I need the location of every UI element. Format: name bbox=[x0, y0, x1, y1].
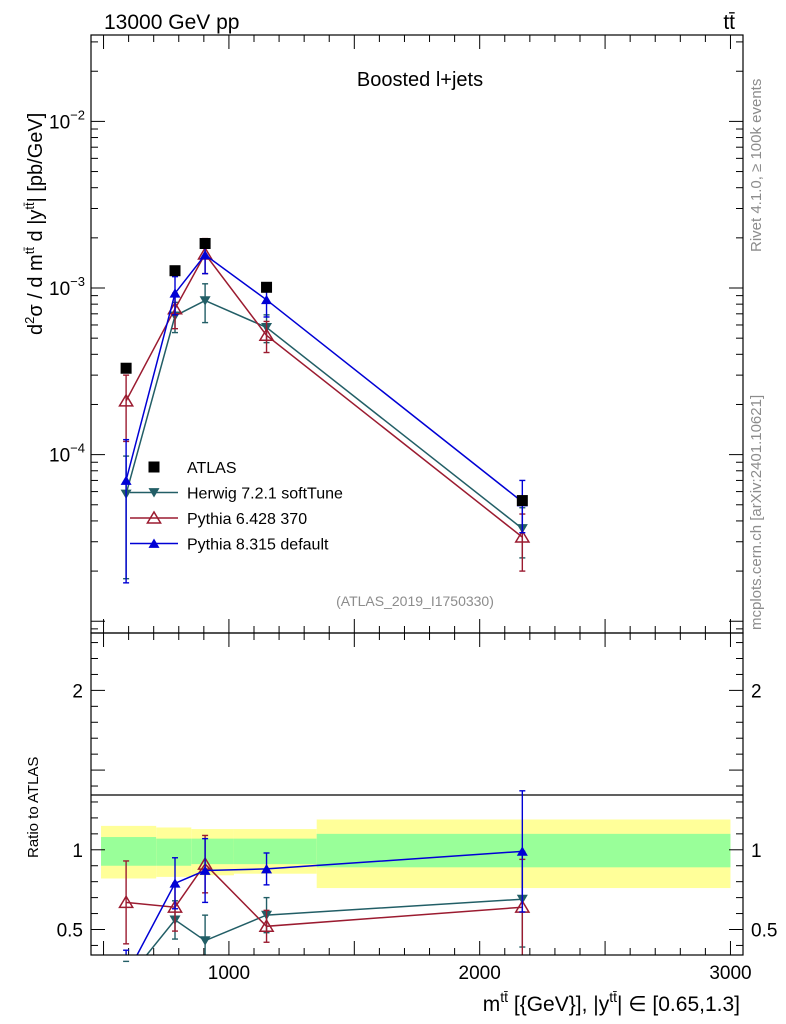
ratio-y-axis-label: Ratio to ATLAS bbox=[25, 757, 42, 858]
y-tick-label: 10−3 bbox=[49, 274, 85, 300]
ratio-series bbox=[118, 790, 531, 963]
ratio-y-tick-labels: 0.5 0.5 1 1 2 2 bbox=[57, 681, 778, 941]
ratio-y-tick-label-right: 2 bbox=[751, 681, 762, 702]
x-tick-label: 2000 bbox=[459, 963, 501, 984]
data-point-marker bbox=[261, 281, 273, 293]
ratio-ticks bbox=[91, 633, 743, 955]
legend-label: ATLAS bbox=[187, 460, 237, 477]
x-tick-label: 3000 bbox=[709, 963, 751, 984]
analysis-id: (ATLAS_2019_I1750330) bbox=[336, 593, 494, 609]
data-point-marker bbox=[148, 538, 160, 548]
uncertainty-band-inner bbox=[233, 838, 317, 865]
main-series bbox=[118, 237, 531, 584]
data-point-marker bbox=[199, 296, 211, 306]
data-point-marker bbox=[146, 510, 162, 524]
data-point-marker bbox=[120, 362, 132, 374]
ratio-y-tick-label-right: 0.5 bbox=[751, 920, 777, 941]
data-point-marker bbox=[199, 936, 211, 946]
data-point-marker bbox=[120, 475, 132, 485]
main-y-tick-labels: 10−4 10−3 10−2 bbox=[49, 107, 85, 466]
uncertainty-band-inner bbox=[156, 838, 192, 866]
legend-item: ATLAS bbox=[148, 460, 237, 477]
x-tick-labels: 1000 2000 3000 bbox=[208, 963, 752, 984]
data-point-marker bbox=[167, 899, 183, 913]
data-point-marker bbox=[199, 249, 211, 260]
uncertainty-band-inner bbox=[191, 838, 234, 865]
legend: ATLAS Herwig 7.2.1 softTune Pythia 6.428 3… bbox=[130, 460, 343, 554]
data-point-marker bbox=[516, 846, 528, 856]
series-pythia-8-315-default bbox=[120, 239, 528, 584]
ratio-y-tick-label: 0.5 bbox=[57, 920, 83, 941]
data-point-marker bbox=[169, 265, 181, 277]
legend-label: Herwig 7.2.1 softTune bbox=[187, 486, 343, 503]
y-tick-label: 10−4 bbox=[49, 441, 85, 467]
ratio-panel: 0.5 0.5 1 1 2 2 1000 2000 3000 Ratio to ATLAS m… bbox=[25, 632, 778, 1016]
data-point-marker bbox=[261, 863, 273, 874]
series-herwig-7-2-1-softtune bbox=[120, 283, 528, 580]
y-axis-label: d2σ / d mtt̄ d |ytt̄| [pb/GeV] bbox=[22, 113, 47, 335]
ratio-bands bbox=[101, 819, 731, 889]
main-ticks bbox=[91, 35, 743, 633]
data-point-marker bbox=[118, 393, 135, 407]
x-tick-label: 1000 bbox=[208, 963, 250, 984]
data-point-marker bbox=[258, 918, 275, 933]
data-point-marker bbox=[258, 327, 275, 342]
energy-label: 13000 GeV pp bbox=[104, 11, 239, 34]
data-point-marker bbox=[514, 529, 531, 543]
ratio-y-tick-label: 1 bbox=[72, 841, 83, 862]
data-point-marker bbox=[261, 294, 273, 305]
process-label: tt̄ bbox=[723, 11, 735, 34]
data-point-marker bbox=[148, 461, 160, 473]
data-point-marker bbox=[148, 488, 160, 498]
data-point-marker bbox=[199, 865, 211, 875]
main-panel: Boosted l+jets (ATLAS_2019_I1750330) 10−… bbox=[22, 34, 744, 634]
legend-label: Pythia 6.428 370 bbox=[187, 511, 307, 528]
legend-item: Herwig 7.2.1 softTune bbox=[130, 486, 343, 503]
mcplots-label: mcplots.cern.ch [arXiv:2401.10621] bbox=[748, 395, 765, 630]
series-pythia-8-315-default bbox=[123, 790, 528, 955]
chart-title: Boosted l+jets bbox=[357, 69, 483, 91]
y-tick-label: 10−2 bbox=[49, 107, 85, 133]
legend-label: Pythia 8.315 default bbox=[187, 537, 329, 554]
legend-item: Pythia 6.428 370 bbox=[130, 510, 307, 528]
data-point-marker bbox=[118, 894, 135, 909]
series-atlas bbox=[120, 237, 528, 507]
legend-item: Pythia 8.315 default bbox=[130, 537, 329, 554]
series-pythia-6-428-370 bbox=[118, 237, 531, 572]
data-point-marker bbox=[199, 237, 211, 249]
ratio-y-tick-label: 2 bbox=[72, 681, 83, 702]
data-point-marker bbox=[169, 878, 181, 888]
data-point-marker bbox=[169, 288, 181, 298]
x-axis-label: mtt̄ [{GeV}], |ytt̄| ∈ [0.65,1.3] bbox=[483, 989, 740, 1016]
ratio-y-tick-label-right: 1 bbox=[751, 841, 762, 862]
series-line bbox=[125, 253, 523, 503]
ratio-frame bbox=[90, 632, 744, 956]
rivet-label: Rivet 4.1.0, ≥ 100k events bbox=[748, 79, 765, 252]
data-point-marker bbox=[516, 495, 528, 507]
